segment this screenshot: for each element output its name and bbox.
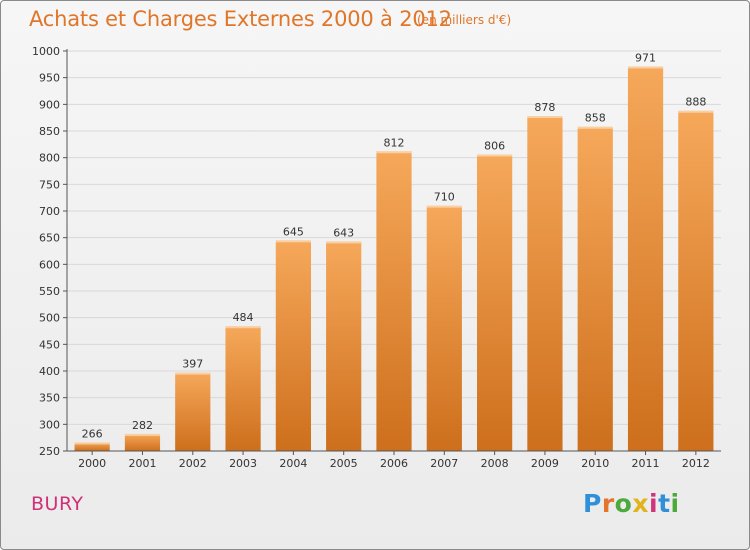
- chart-subtitle: (en milliers d'€): [417, 13, 512, 27]
- bar-highlight: [627, 66, 664, 69]
- data-label: 971: [635, 51, 656, 64]
- data-label: 484: [233, 311, 254, 324]
- data-label: 878: [534, 101, 555, 114]
- chart-title: Achats et Charges Externes 2000 à 2012: [29, 7, 452, 31]
- x-tick-label: 2011: [632, 457, 660, 470]
- bar-highlight: [326, 241, 362, 244]
- bar-2005: [326, 241, 362, 451]
- y-tick-label: 400: [39, 365, 60, 378]
- bar-2003: [225, 326, 261, 451]
- logo-letter: i: [670, 489, 680, 518]
- data-label: 858: [585, 112, 606, 125]
- data-label: 266: [82, 427, 103, 440]
- data-label: 806: [484, 139, 505, 152]
- place-name: BURY: [31, 493, 84, 515]
- x-tick-label: 2010: [581, 457, 609, 470]
- y-tick-label: 900: [39, 98, 60, 111]
- logo-letter: x: [632, 489, 649, 518]
- y-tick-label: 550: [39, 285, 60, 298]
- bar-2004: [275, 240, 311, 451]
- logo-letter: P: [583, 489, 602, 518]
- bar-highlight: [275, 240, 311, 243]
- data-label: 888: [685, 96, 706, 109]
- axes: 250 300 350 400 450 500 550 600 650 700 750 800 850 9…: [32, 45, 721, 470]
- bar-2002: [175, 372, 211, 451]
- y-tick-label: 250: [39, 445, 60, 458]
- bar-highlight: [577, 126, 613, 129]
- data-label: 645: [283, 225, 304, 238]
- y-tick-label: 750: [39, 178, 60, 191]
- data-label: 282: [132, 419, 153, 432]
- data-label: 397: [182, 358, 203, 371]
- data-label: 643: [333, 226, 354, 239]
- bar-2007: [426, 205, 462, 451]
- bar-2006: [376, 151, 412, 451]
- bar-highlight: [426, 205, 462, 208]
- x-tick-label: 2012: [682, 457, 710, 470]
- y-tick-label: 700: [39, 205, 60, 218]
- logo-letter: i: [649, 489, 659, 518]
- bar-highlight: [74, 442, 110, 445]
- proxiti-logo: Proxiti: [583, 489, 680, 518]
- x-tick-label: 2000: [78, 457, 106, 470]
- y-tick-label: 350: [39, 392, 60, 405]
- bars: [74, 66, 714, 452]
- bar-2011: [627, 66, 664, 451]
- logo-letter: o: [614, 489, 633, 518]
- x-tick-label: 2004: [279, 457, 307, 470]
- x-tick-label: 2001: [128, 457, 156, 470]
- logo-letter: r: [601, 489, 615, 518]
- x-tick-label: 2007: [430, 457, 458, 470]
- y-tick-label: 1000: [32, 45, 60, 58]
- y-tick-label: 450: [39, 338, 60, 351]
- bar-2009: [527, 116, 563, 452]
- bar-highlight: [376, 151, 412, 154]
- bar-2001: [124, 433, 161, 451]
- y-tick-label: 800: [39, 152, 60, 165]
- bar-2010: [577, 126, 613, 451]
- bar-highlight: [477, 154, 513, 157]
- x-tick-label: 2006: [380, 457, 408, 470]
- y-tick-label: 300: [39, 418, 60, 431]
- x-tick-label: 2008: [481, 457, 509, 470]
- x-tick-label: 2009: [531, 457, 559, 470]
- data-label: 812: [384, 136, 405, 149]
- bar-highlight: [175, 372, 211, 375]
- y-tick-label: 650: [39, 232, 60, 245]
- y-tick-label: 600: [39, 258, 60, 271]
- data-label: 710: [434, 191, 455, 204]
- data-labels: 266 282 397 484 645 643 812 710 806 878 858 971 888: [82, 51, 707, 440]
- x-tick-label: 2003: [229, 457, 257, 470]
- y-tick-label: 500: [39, 312, 60, 325]
- bar-highlight: [124, 433, 161, 436]
- logo-letter: t: [658, 489, 671, 518]
- y-tick-label: 950: [39, 72, 60, 85]
- bar-2008: [477, 154, 513, 451]
- bar-2012: [678, 110, 714, 451]
- bar-highlight: [527, 116, 563, 119]
- bar-highlight: [225, 326, 261, 329]
- y-tick-label: 850: [39, 125, 60, 138]
- bar-highlight: [678, 110, 714, 113]
- x-tick-label: 2002: [179, 457, 207, 470]
- bar-2000: [74, 442, 110, 451]
- x-tick-label: 2005: [330, 457, 358, 470]
